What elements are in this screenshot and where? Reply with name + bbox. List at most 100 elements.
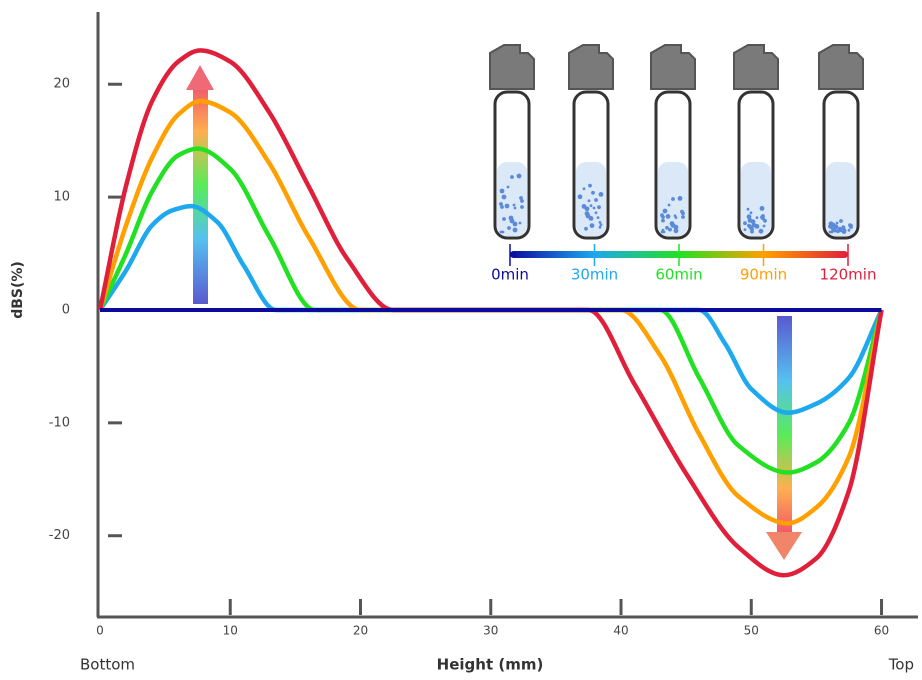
particle bbox=[681, 211, 685, 216]
particle bbox=[681, 215, 685, 219]
x-tick-label: 50 bbox=[744, 624, 759, 638]
particle bbox=[835, 221, 839, 225]
arrow-up-head bbox=[186, 65, 214, 90]
legend-label: 90min bbox=[740, 266, 787, 284]
legend-label: 0min bbox=[491, 266, 529, 284]
particle bbox=[828, 230, 832, 234]
particle bbox=[598, 221, 602, 224]
particle bbox=[762, 224, 766, 228]
particle bbox=[661, 215, 665, 219]
particle bbox=[587, 199, 591, 203]
vial-cap bbox=[818, 44, 864, 90]
particle bbox=[589, 223, 595, 229]
particle bbox=[500, 205, 504, 209]
particle bbox=[674, 216, 678, 220]
particle bbox=[596, 216, 600, 220]
x-tick-label: 0 bbox=[96, 624, 104, 638]
particle bbox=[591, 190, 595, 195]
particle bbox=[510, 175, 514, 179]
y-axis-label: dBS(%) bbox=[10, 261, 26, 319]
particle bbox=[519, 196, 523, 200]
particle bbox=[499, 202, 503, 206]
legend-label: 30min bbox=[571, 266, 618, 284]
particle bbox=[751, 222, 757, 228]
vial-cap bbox=[650, 44, 696, 90]
plot: -20 -10 0 10 20 0 10 20 30 40 50 60 bbox=[49, 48, 889, 638]
arrow-down-head bbox=[766, 532, 802, 560]
x-tick-label: 60 bbox=[874, 624, 889, 638]
vial-liquid bbox=[826, 162, 856, 236]
x-end-label: Top bbox=[888, 656, 914, 674]
particle bbox=[759, 206, 765, 211]
particle bbox=[755, 216, 759, 220]
particle bbox=[507, 226, 511, 230]
particle bbox=[660, 230, 664, 234]
particle bbox=[662, 208, 668, 214]
particle bbox=[594, 198, 598, 202]
particle bbox=[518, 221, 522, 225]
legend-label: 60min bbox=[655, 266, 702, 284]
particle bbox=[842, 225, 846, 229]
particle bbox=[577, 194, 583, 200]
particle bbox=[512, 203, 516, 207]
particle bbox=[677, 196, 683, 201]
particle bbox=[671, 197, 675, 201]
arrow-up bbox=[193, 88, 208, 304]
particle bbox=[761, 214, 765, 218]
particle bbox=[516, 173, 522, 179]
particle bbox=[673, 228, 679, 234]
vial-cap bbox=[489, 44, 535, 90]
particle bbox=[584, 226, 588, 231]
particle bbox=[598, 192, 604, 197]
particle bbox=[746, 207, 750, 211]
particle bbox=[501, 194, 507, 200]
particle bbox=[665, 214, 671, 219]
legend-label: 120min bbox=[820, 266, 877, 284]
x-tick-label: 30 bbox=[483, 624, 498, 638]
y-tick-label: 0 bbox=[62, 302, 70, 317]
particle bbox=[502, 217, 506, 221]
particle bbox=[665, 225, 669, 230]
particle bbox=[520, 199, 524, 203]
particle bbox=[749, 211, 753, 215]
arrows bbox=[186, 65, 802, 560]
vials bbox=[489, 44, 864, 240]
particle bbox=[592, 206, 596, 210]
particle bbox=[584, 211, 590, 217]
x-tick-label: 40 bbox=[613, 624, 628, 638]
particle bbox=[839, 219, 843, 223]
particle bbox=[661, 218, 665, 223]
particle bbox=[508, 215, 514, 221]
particle bbox=[669, 221, 675, 227]
particle bbox=[662, 230, 666, 234]
x-start-label: Bottom bbox=[80, 656, 135, 674]
axes bbox=[96, 12, 918, 619]
particle bbox=[504, 203, 510, 209]
particle bbox=[584, 206, 590, 212]
particle bbox=[847, 228, 851, 232]
particle bbox=[597, 205, 601, 210]
particle bbox=[588, 183, 592, 188]
particle bbox=[831, 227, 835, 232]
vial-cap bbox=[733, 44, 779, 90]
particle bbox=[589, 204, 593, 208]
particle bbox=[750, 219, 756, 225]
y-tick-label: 10 bbox=[53, 190, 70, 205]
x-axis-label: Height (mm) bbox=[437, 656, 544, 674]
particle bbox=[743, 228, 747, 232]
y-tick-label: -10 bbox=[49, 415, 70, 430]
particle bbox=[520, 205, 524, 209]
particle bbox=[848, 223, 852, 228]
particle bbox=[513, 206, 517, 210]
particle bbox=[499, 230, 503, 234]
particle bbox=[501, 230, 505, 234]
particle bbox=[512, 221, 518, 227]
particle bbox=[668, 227, 672, 232]
particle bbox=[746, 214, 752, 220]
particle bbox=[506, 185, 510, 189]
particle bbox=[743, 221, 747, 226]
x-tick-label: 20 bbox=[353, 624, 368, 638]
arrow-down bbox=[777, 316, 792, 532]
particle bbox=[499, 188, 505, 194]
